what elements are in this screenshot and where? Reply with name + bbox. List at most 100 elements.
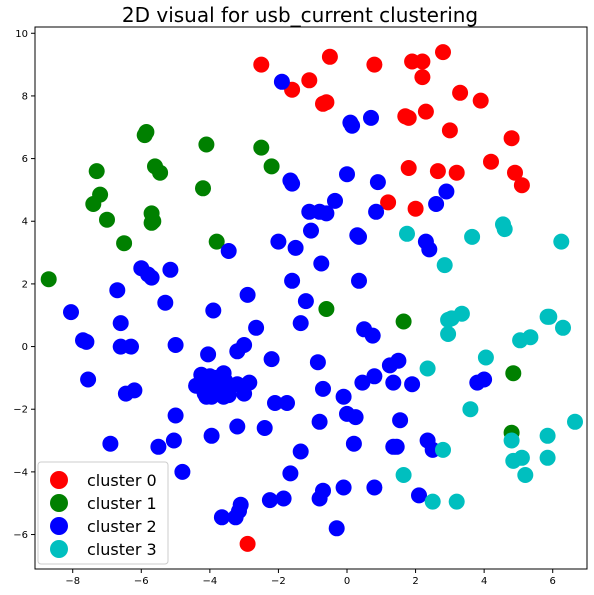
cluster-2-point-37 xyxy=(292,315,309,332)
cluster-0-point-3 xyxy=(321,48,338,65)
legend-label-cluster-0: cluster 0 xyxy=(87,471,157,490)
cluster-2-point-65 xyxy=(390,352,407,369)
cluster-2-point-102 xyxy=(311,490,328,507)
cluster-2-point-14 xyxy=(428,196,445,212)
legend-label-cluster-2: cluster 2 xyxy=(87,517,157,536)
cluster-1-point-16 xyxy=(208,233,225,250)
cluster-3-point-20 xyxy=(435,441,451,458)
cluster-2-point-109 xyxy=(227,509,244,526)
cluster-0-point-10 xyxy=(414,69,431,86)
cluster-1-point-18 xyxy=(318,301,335,317)
cluster-0-point-9 xyxy=(435,44,451,61)
cluster-3-point-18 xyxy=(567,413,583,430)
cluster-3-point-19 xyxy=(539,427,556,444)
cluster-2-point-77 xyxy=(335,388,352,405)
axis-ticks: −8 −6 −4 −2 0 2 4 6 −6 −4 −2 0 2 4 6 8 10 xyxy=(13,29,556,587)
cluster-3-point-2 xyxy=(496,221,513,238)
cluster-1-point-15 xyxy=(116,235,133,252)
cluster-3-point-17 xyxy=(462,401,479,418)
cluster-2-point-89 xyxy=(165,432,182,449)
x-tick-label-4: 0 xyxy=(344,576,350,587)
cluster-2-point-100 xyxy=(335,479,352,496)
cluster-2-point-93 xyxy=(388,438,405,455)
cluster-2-point-96 xyxy=(292,443,309,460)
cluster-2-point-34 xyxy=(205,302,222,319)
cluster-2-point-97 xyxy=(174,463,191,480)
cluster-2-point-83 xyxy=(347,409,364,426)
cluster-2-point-13 xyxy=(438,183,455,200)
cluster-1-point-13 xyxy=(143,214,160,231)
y-tick-label-1: −4 xyxy=(13,467,28,478)
cluster-3-point-3 xyxy=(464,228,481,245)
cluster-3-point-14 xyxy=(555,319,571,336)
cluster-2-point-46 xyxy=(248,319,265,336)
cluster-2-point-43 xyxy=(167,337,184,353)
cluster-2-point-104 xyxy=(261,492,278,509)
cluster-2-point-2 xyxy=(344,117,361,134)
cluster-2-point-40 xyxy=(78,333,95,350)
y-tick-label-3: 0 xyxy=(22,342,28,353)
cluster-2-point-6 xyxy=(339,166,355,183)
cluster-3-point-28 xyxy=(448,493,465,510)
cluster-2-point-45 xyxy=(236,337,253,353)
cluster-0-point-22 xyxy=(507,164,523,181)
cluster-2-point-75 xyxy=(215,388,232,405)
cluster-2-point-101 xyxy=(366,479,383,496)
cluster-0-point-23 xyxy=(513,177,530,194)
cluster-2-point-7 xyxy=(369,174,386,191)
cluster-2-point-67 xyxy=(404,376,421,393)
cluster-2-point-33 xyxy=(157,294,174,311)
cluster-3-point-8 xyxy=(453,305,470,322)
cluster-2-point-48 xyxy=(200,346,217,363)
cluster-2-point-98 xyxy=(282,465,299,482)
cluster-2-point-22 xyxy=(287,239,304,256)
cluster-3-point-16 xyxy=(477,349,494,366)
cluster-2-point-62 xyxy=(354,374,371,391)
y-tick-label-6: 6 xyxy=(22,154,28,165)
y-tick-label-7: 8 xyxy=(22,91,28,102)
cluster-2-point-74 xyxy=(203,388,220,405)
cluster-0-point-26 xyxy=(239,535,256,552)
cluster-2-point-81 xyxy=(311,413,328,430)
cluster-2-point-42 xyxy=(123,338,139,355)
cluster-2-point-27 xyxy=(162,261,179,278)
cluster-2-point-21 xyxy=(270,233,287,250)
cluster-0-point-24 xyxy=(380,194,397,211)
cluster-1-point-10 xyxy=(85,196,102,212)
cluster-2-point-105 xyxy=(411,487,427,504)
cluster-2-point-85 xyxy=(229,418,246,435)
cluster-2-point-11 xyxy=(327,192,343,209)
cluster-0-point-11 xyxy=(452,84,469,101)
cluster-0-point-14 xyxy=(400,109,417,126)
cluster-2-point-110 xyxy=(328,520,345,537)
x-tick-label-5: 2 xyxy=(412,576,418,587)
plot-frame xyxy=(34,26,588,570)
x-tick-label-3: −2 xyxy=(271,576,286,587)
cluster-2-point-26 xyxy=(143,269,160,286)
y-tick-label-4: 2 xyxy=(22,279,28,290)
legend-label-cluster-1: cluster 1 xyxy=(87,494,157,513)
cluster-2-point-29 xyxy=(284,272,301,289)
cluster-2-point-88 xyxy=(150,438,167,455)
cluster-0-point-5 xyxy=(315,95,331,112)
cluster-1-point-14 xyxy=(99,211,115,228)
cluster-1-point-20 xyxy=(505,365,522,382)
cluster-0-point-17 xyxy=(503,130,520,147)
cluster-3-point-25 xyxy=(539,449,556,466)
x-tick-label-6: 4 xyxy=(481,576,487,587)
cluster-2-point-15 xyxy=(303,222,319,239)
legend: cluster 0 cluster 1 cluster 2 cluster 3 xyxy=(37,461,169,565)
cluster-3-point-13 xyxy=(541,308,558,325)
cluster-1-point-17 xyxy=(40,271,57,288)
cluster-3-point-4 xyxy=(553,233,570,250)
cluster-2-point-17 xyxy=(351,228,367,245)
cluster-3-point-21 xyxy=(503,432,520,449)
legend-marker-cluster-1 xyxy=(50,494,68,512)
cluster-0-point-8 xyxy=(414,53,431,70)
cluster-2-point-78 xyxy=(267,395,283,411)
cluster-0-point-6 xyxy=(366,56,383,73)
cluster-3-point-23 xyxy=(513,449,530,466)
cluster-2-point-112 xyxy=(476,371,493,388)
cluster-2-point-70 xyxy=(117,385,134,402)
